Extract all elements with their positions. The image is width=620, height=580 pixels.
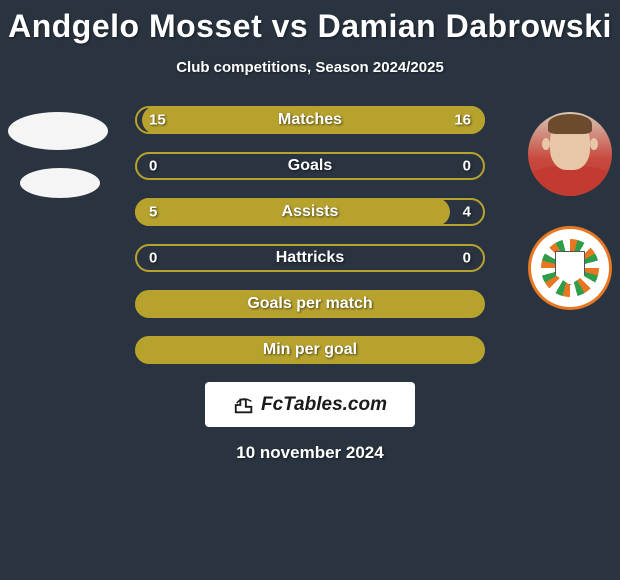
stat-label: Min per goal [263,341,357,359]
stat-right-value: 0 [463,158,471,175]
stat-row: 5 4 Assists [135,198,485,226]
stat-right-value: 4 [463,204,471,221]
stat-left-value: 5 [149,204,157,221]
stat-label: Goals per match [247,295,372,313]
stat-right-value: 0 [463,250,471,267]
stat-row: 0 0 Hattricks [135,244,485,272]
stats-area: 15 16 Matches 0 0 Goals 5 4 Assists 0 0 Hattricks Go… [0,106,620,364]
stat-row: 0 0 Goals [135,152,485,180]
date-text: 10 november 2024 [0,443,620,463]
stat-right-value: 16 [454,112,471,129]
stat-row: Goals per match [135,290,485,318]
comparison-card: Andgelo Mosset vs Damian Dabrowski Club … [0,0,620,463]
fctables-logo-icon [233,394,255,416]
stat-left-value: 0 [149,158,157,175]
page-title: Andgelo Mosset vs Damian Dabrowski [0,0,620,45]
stat-row: 15 16 Matches [135,106,485,134]
fctables-badge-text: FcTables.com [261,394,387,416]
fctables-badge[interactable]: FcTables.com [205,382,415,427]
stat-label: Goals [288,157,332,175]
stat-label: Hattricks [276,249,344,267]
subtitle: Club competitions, Season 2024/2025 [0,59,620,76]
stat-left-value: 15 [149,112,166,129]
stat-label: Assists [282,203,339,221]
stat-label: Matches [278,111,342,129]
stat-left-value: 0 [149,250,157,267]
stat-row: Min per goal [135,336,485,364]
